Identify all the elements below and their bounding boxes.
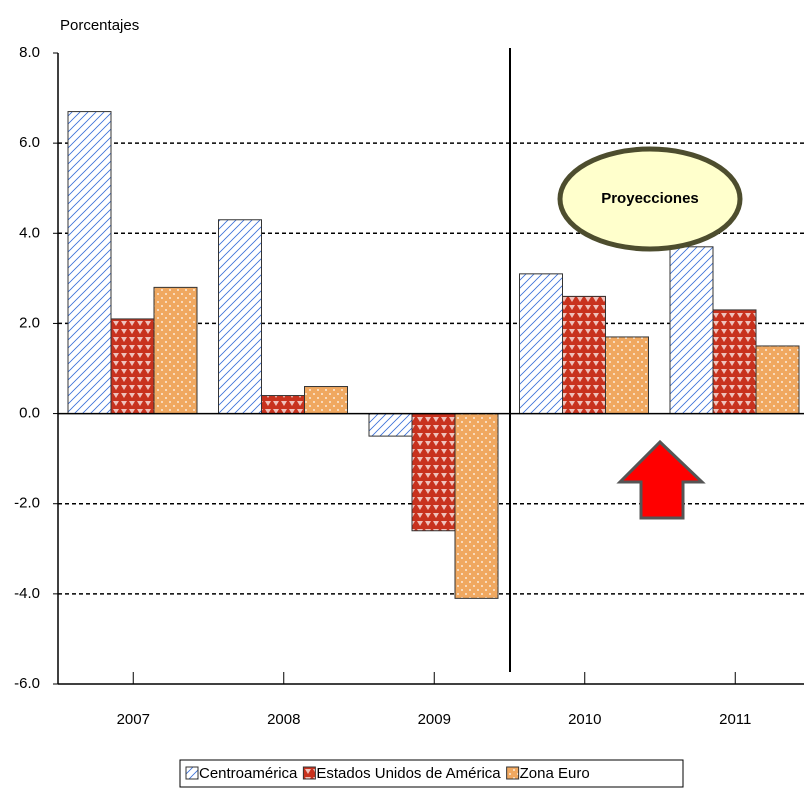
y-tick-label: 2.0 — [19, 314, 40, 331]
y-tick-label: 0.0 — [19, 405, 40, 422]
bar — [368, 413, 413, 437]
y-tick-label: -2.0 — [14, 495, 40, 512]
x-tick-label: 2008 — [267, 711, 300, 728]
bar — [261, 395, 305, 415]
y-tick-label: 4.0 — [19, 224, 40, 241]
bar — [411, 413, 456, 532]
bar — [67, 111, 112, 415]
bar — [454, 413, 499, 599]
y-tick-label: 6.0 — [19, 134, 40, 151]
arrow — [616, 439, 706, 520]
bar — [218, 219, 262, 415]
legend-box — [179, 759, 684, 788]
bar — [755, 345, 800, 415]
bar — [153, 286, 198, 415]
bar — [519, 273, 563, 415]
bar — [304, 386, 348, 415]
x-tick-label: 2009 — [418, 711, 451, 728]
y-tick-label: -4.0 — [14, 585, 40, 602]
x-tick-label: 2007 — [117, 711, 150, 728]
legend-swatch — [185, 766, 199, 780]
bar — [562, 295, 606, 415]
y-axis-label: Porcentajes — [60, 17, 139, 34]
y-tick-label: 8.0 — [19, 44, 40, 61]
annotation-bubble — [557, 146, 743, 252]
bar — [110, 318, 155, 415]
x-tick-label: 2011 — [719, 711, 751, 728]
bar — [712, 309, 757, 415]
legend-label: Zona Euro — [520, 765, 590, 782]
annotation-text: Proyecciones — [601, 190, 699, 207]
legend-swatch — [506, 766, 520, 780]
y-tick-label: -6.0 — [14, 675, 40, 692]
legend-swatch — [302, 766, 316, 780]
legend-label: Centroamérica — [199, 765, 298, 782]
legend-label: Estados Unidos de América — [316, 765, 501, 782]
bar — [669, 246, 714, 415]
bar — [605, 336, 649, 415]
x-tick-label: 2010 — [568, 711, 601, 728]
